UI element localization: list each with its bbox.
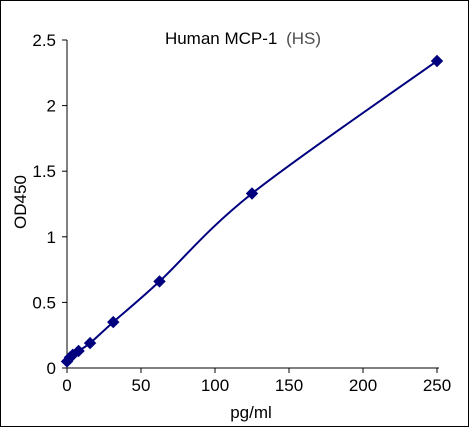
x-tick-label: 0 bbox=[62, 376, 71, 395]
chart-title-suffix: (HS) bbox=[286, 29, 321, 48]
x-axis-title: pg/ml bbox=[230, 403, 272, 422]
axes bbox=[66, 40, 439, 369]
chart-title-main: Human MCP-1 bbox=[165, 29, 277, 48]
y-tick-label: 1 bbox=[47, 228, 56, 247]
y-tick-label: 2 bbox=[47, 97, 56, 116]
y-tick-label: 0 bbox=[47, 359, 56, 378]
y-tick-label: 0.5 bbox=[32, 293, 56, 312]
x-tick-label: 200 bbox=[349, 376, 377, 395]
x-tick-label: 250 bbox=[423, 376, 451, 395]
series-line bbox=[66, 60, 438, 363]
data-point-marker bbox=[245, 187, 259, 200]
series bbox=[60, 54, 444, 368]
y-tick-label: 2.5 bbox=[32, 31, 56, 50]
data-point-marker bbox=[153, 275, 166, 288]
data-point-marker bbox=[430, 54, 444, 68]
x-tick-label: 100 bbox=[201, 376, 229, 395]
data-point-marker bbox=[83, 336, 97, 350]
x-tick-label: 150 bbox=[275, 376, 303, 395]
y-tick-label: 1.5 bbox=[32, 162, 56, 181]
data-point-marker bbox=[72, 344, 85, 358]
chart-title: Human MCP-1 (HS) bbox=[165, 29, 321, 48]
ticks: 0 0.5 1 1.5 2 2.5 0 50 100 150 200 250 bbox=[32, 31, 451, 395]
data-point-marker bbox=[107, 315, 120, 329]
x-tick-label: 50 bbox=[132, 376, 151, 395]
y-axis-title: OD450 bbox=[11, 175, 30, 229]
